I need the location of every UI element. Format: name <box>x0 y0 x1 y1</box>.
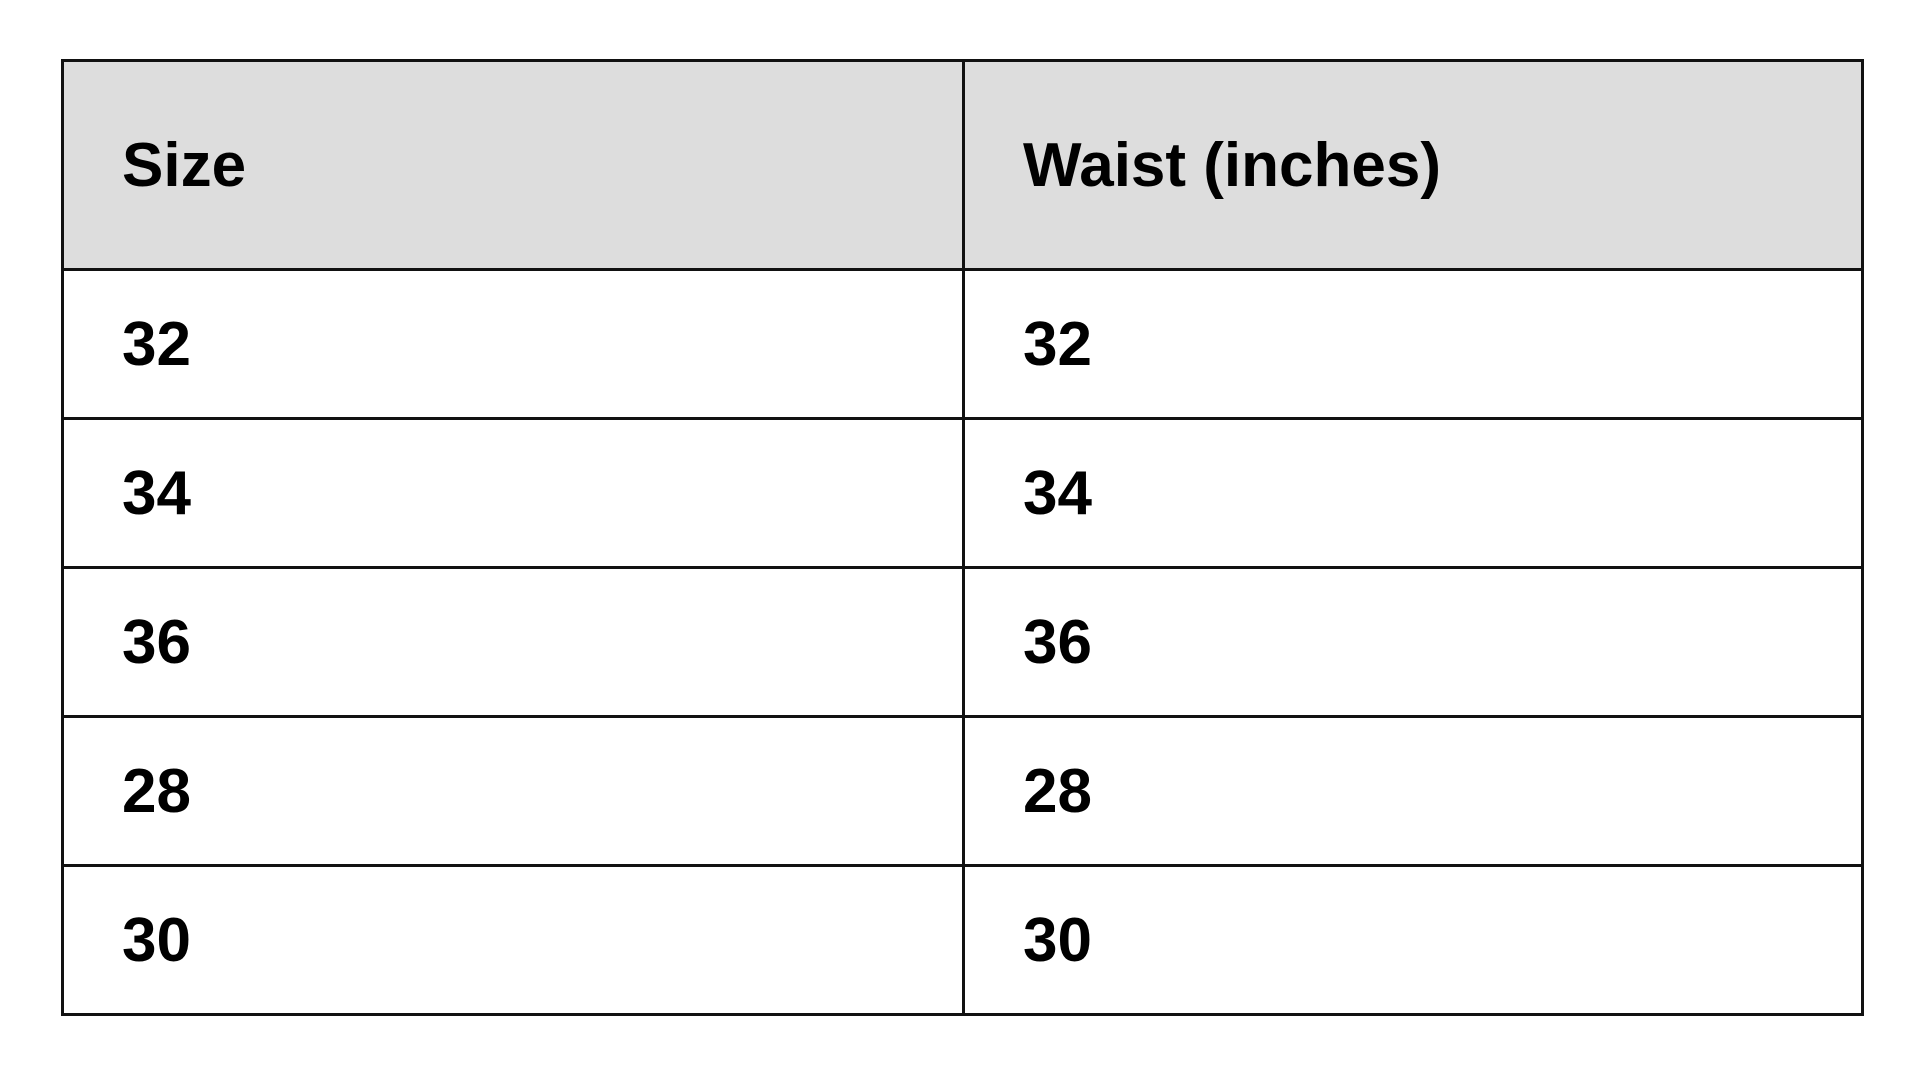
cell-size: 28 <box>61 715 965 867</box>
cell-waist: 28 <box>962 715 1864 867</box>
cell-size: 34 <box>61 417 965 569</box>
cell-waist: 34 <box>962 417 1864 569</box>
cell-waist: 32 <box>962 268 1864 420</box>
column-header-size: Size <box>61 59 965 271</box>
table-row: 36 36 <box>61 566 1864 718</box>
table-row: 28 28 <box>61 715 1864 867</box>
column-header-waist: Waist (inches) <box>962 59 1864 271</box>
table-header-row: Size Waist (inches) <box>61 59 1864 271</box>
cell-waist: 36 <box>962 566 1864 718</box>
cell-waist: 30 <box>962 864 1864 1016</box>
size-table: Size Waist (inches) 32 32 34 34 36 36 28… <box>61 59 1864 1016</box>
cell-size: 32 <box>61 268 965 420</box>
table-row: 34 34 <box>61 417 1864 569</box>
cell-size: 36 <box>61 566 965 718</box>
table-row: 30 30 <box>61 864 1864 1016</box>
cell-size: 30 <box>61 864 965 1016</box>
table-row: 32 32 <box>61 268 1864 420</box>
